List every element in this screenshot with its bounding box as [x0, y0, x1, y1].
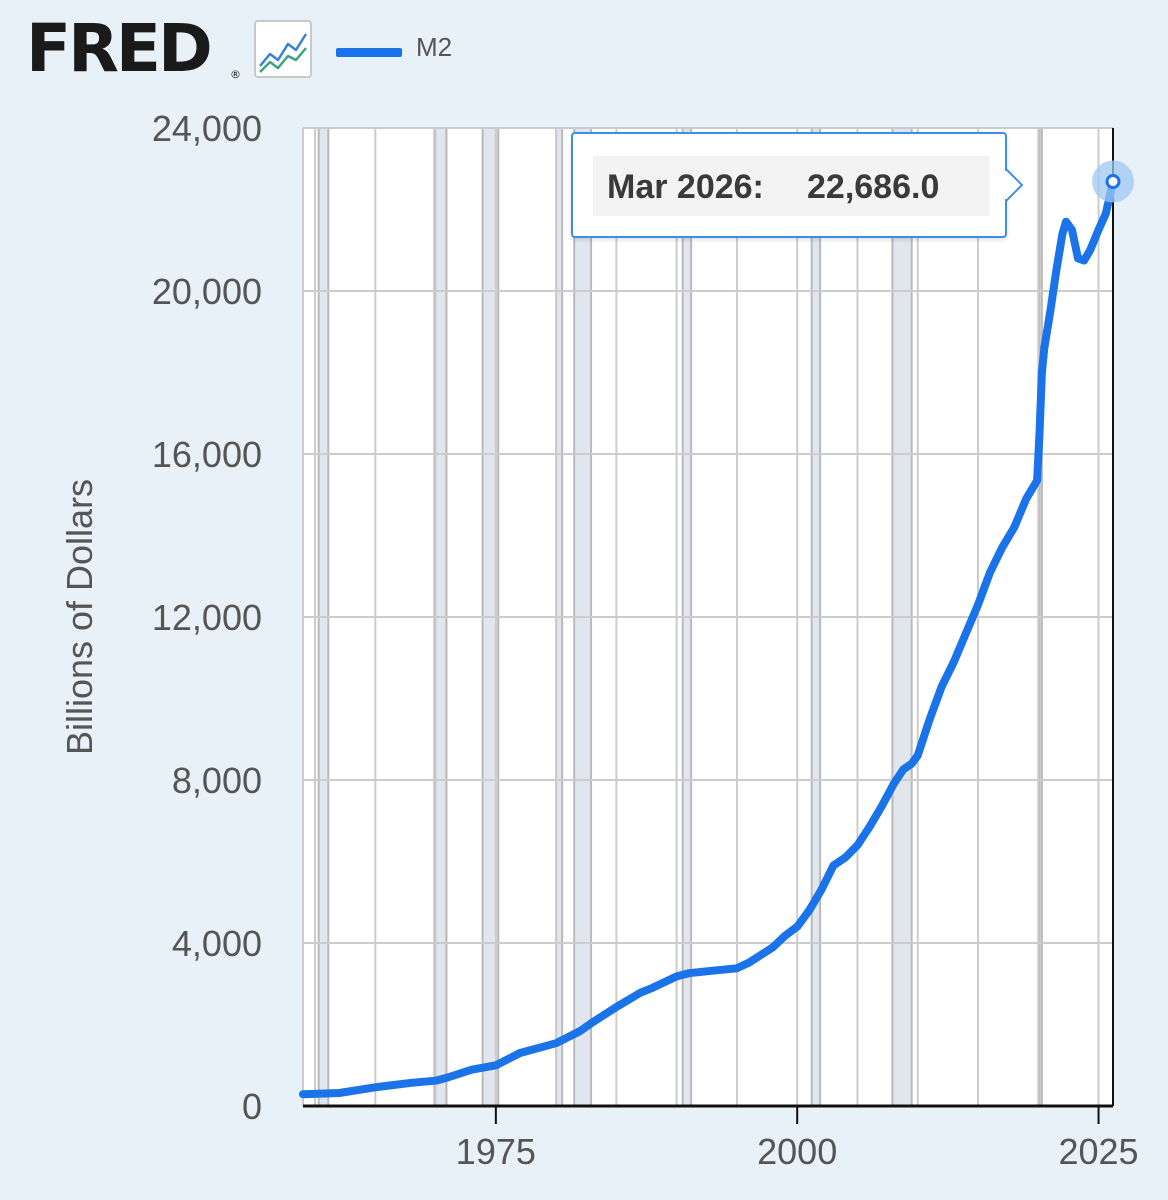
- hover-marker-point[interactable]: [1105, 174, 1121, 190]
- y-axis-ticks: 0 4,000 8,000 12,000 16,000 20,000 24,000: [152, 108, 262, 1127]
- line-chart-icon[interactable]: [254, 20, 312, 78]
- tooltip-date: Mar 2026:: [607, 168, 764, 206]
- y-tick-label: 0: [242, 1086, 262, 1127]
- legend-swatch: [336, 48, 402, 57]
- x-tick-label: 2000: [757, 1131, 837, 1172]
- y-tick-label: 4,000: [172, 923, 262, 964]
- grid: [302, 127, 1113, 1107]
- fred-logo[interactable]: FRED: [26, 10, 213, 87]
- series-line-m2[interactable]: [299, 177, 1117, 1099]
- tooltip-value: 22,686.0: [807, 168, 940, 206]
- tooltip-pointer: [1005, 168, 1024, 202]
- legend-label: M2: [416, 32, 453, 62]
- y-tick-label: 8,000: [172, 760, 262, 801]
- registered-mark: ®: [230, 68, 241, 81]
- tooltip: Mar 2026: 22,686.0: [571, 132, 1007, 238]
- header: FRED ® M2: [0, 0, 1168, 100]
- y-tick-label: 12,000: [152, 597, 262, 638]
- x-tick-label: 2025: [1058, 1131, 1138, 1172]
- tooltip-body: Mar 2026: 22,686.0: [593, 156, 989, 216]
- x-tick-label: 1975: [456, 1131, 536, 1172]
- y-tick-label: 20,000: [152, 271, 262, 312]
- y-tick-label: 16,000: [152, 434, 262, 475]
- y-tick-label: 24,000: [152, 108, 262, 149]
- x-axis-ticks: 1975 2000 2025: [456, 1106, 1139, 1172]
- y-axis-label: Billions of Dollars: [59, 479, 100, 755]
